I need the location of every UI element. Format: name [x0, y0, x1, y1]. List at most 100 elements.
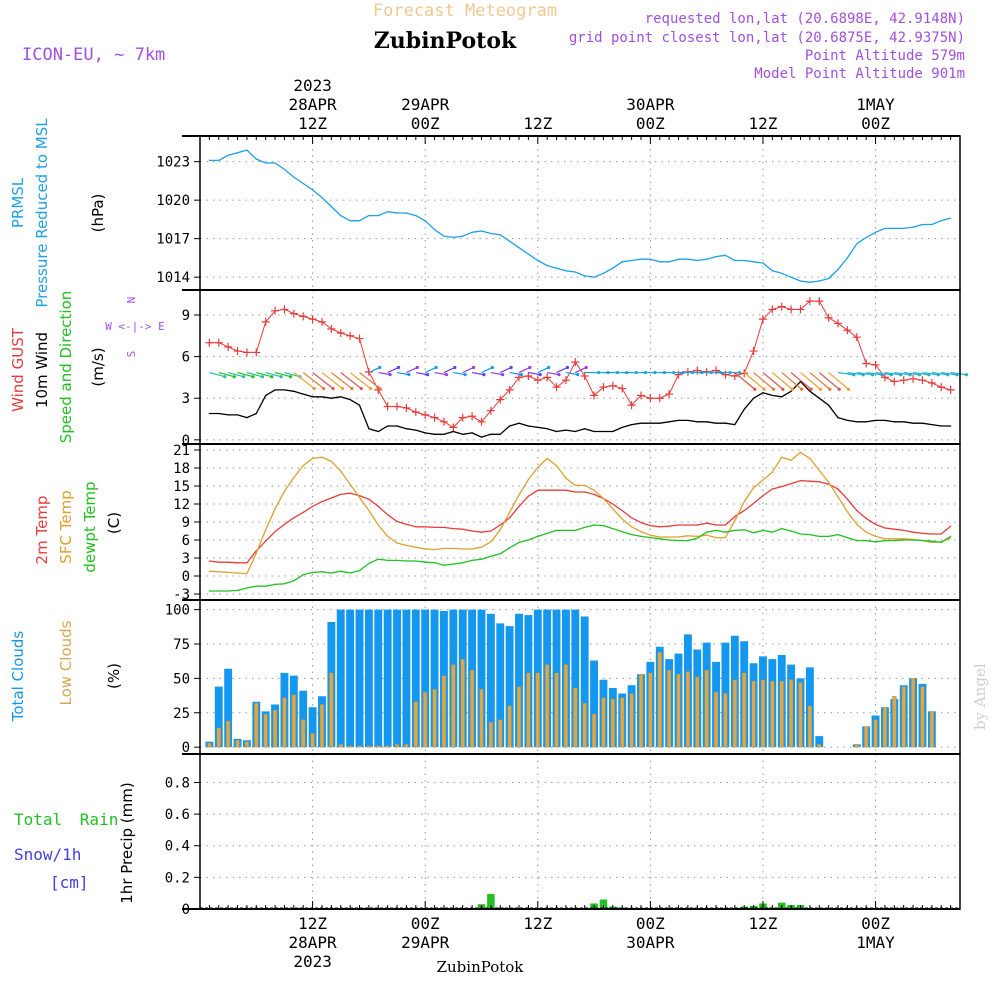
total-cloud-bar: [383, 609, 392, 748]
panel-frame-5: [199, 753, 961, 910]
temp-2m-line-point: [818, 481, 820, 483]
wind-direction-arrow: [256, 371, 272, 378]
gust-marker: [730, 372, 739, 381]
wind-direction-arrow: [453, 371, 466, 376]
dewpoint-line-point: [377, 558, 379, 560]
wind-speed-line-point: [527, 425, 529, 427]
total-cloud-bar: [336, 609, 345, 748]
low-cloud-bar: [385, 745, 390, 748]
wind-speed-line-point: [208, 412, 210, 415]
pressure-line: [209, 149, 951, 283]
low-cloud-bar: [460, 658, 465, 748]
wind-speed-line-point: [218, 412, 220, 415]
wind-arrow-head: [426, 373, 430, 377]
sfc-temp-line-point: [499, 529, 501, 531]
gust-marker: [271, 306, 280, 315]
pressure-line-point: [846, 257, 849, 259]
sfc-temp-line-point: [405, 544, 408, 547]
gust-marker: [590, 391, 599, 400]
wind-arrow-head: [828, 387, 832, 391]
rain-bar: [599, 899, 608, 909]
low-cloud-bar: [451, 664, 456, 748]
low-cloud-bar: [770, 680, 775, 748]
gust-marker: [252, 348, 261, 357]
low-cloud-bar: [920, 686, 925, 748]
wind-speed-line-point: [377, 430, 379, 433]
wind-direction-arrow: [471, 371, 485, 376]
dewpoint-line-point: [518, 541, 520, 544]
total-cloud-bar: [214, 686, 223, 748]
temp-2m-line-point: [293, 517, 295, 519]
low-cloud-bar: [610, 698, 615, 748]
gust-marker: [242, 348, 251, 357]
pressure-line-point: [246, 149, 248, 151]
wind-arrow-head: [242, 375, 246, 379]
dewpoint-line-point: [349, 572, 351, 574]
low-cloud-bar: [901, 686, 906, 748]
sfc-temp-line-point: [555, 465, 558, 467]
gust-marker: [758, 315, 767, 324]
sfc-temp-line-point: [790, 459, 792, 461]
low-cloud-bar: [798, 682, 803, 748]
low-cloud-bar: [554, 672, 559, 748]
total-cloud-bar: [421, 609, 430, 748]
wind-speed-line-point: [668, 421, 670, 423]
wind-speed-line-point: [677, 419, 680, 422]
low-cloud-bar: [873, 719, 878, 748]
low-cloud-bar: [760, 679, 766, 748]
pressure-unit: (hPa): [89, 194, 107, 233]
compass-south: S: [125, 351, 138, 358]
wind-direction-arrow: [941, 371, 958, 376]
gust-marker: [430, 413, 439, 422]
sfc-temp-line-point: [893, 538, 895, 540]
y-tick-label: 3: [182, 551, 190, 567]
low-cloud-bar: [423, 691, 428, 748]
low-cloud-bar: [526, 672, 531, 748]
temp-2m-line-point: [865, 517, 867, 520]
gust-marker: [289, 309, 298, 318]
dewpoint-line-point: [480, 558, 483, 560]
wind-speed-line-point: [724, 422, 727, 424]
low-cloud-bar: [657, 652, 662, 748]
wind-direction-arrow: [809, 372, 831, 390]
dewpoint-line-point: [734, 529, 736, 532]
sfc-temp-line-point: [452, 547, 454, 550]
wind-speed-line-point: [537, 426, 539, 428]
wind-speed-line-point: [856, 421, 858, 423]
temp-2m-line-point: [433, 526, 436, 529]
dewpoint-line-point: [340, 570, 342, 572]
point-altitude: Point Altitude 579m: [805, 48, 965, 64]
low-cloud-bar: [291, 694, 296, 748]
wind-arrow-head: [331, 386, 335, 391]
dewpoint-line-point: [771, 531, 773, 533]
dewpoint-line-point: [443, 564, 445, 566]
wind-speed-line-point: [781, 396, 783, 398]
wind-speed-line-point: [903, 421, 905, 423]
y-tick-label: 18: [173, 461, 190, 477]
pressure-line-point: [311, 189, 314, 191]
gust-marker: [646, 394, 655, 403]
total-cloud-bar: [486, 613, 495, 748]
total-clouds-label: Total Clouds: [9, 631, 27, 723]
gust-marker: [880, 373, 889, 382]
pressure-line-point: [762, 262, 764, 264]
temp-2m-line-point: [799, 480, 802, 482]
sfc-temp-line-point: [715, 537, 717, 539]
low-cloud-bar: [329, 672, 334, 748]
dewpoint-line-point: [790, 530, 792, 532]
wind-arrow-head: [434, 365, 438, 370]
pressure-line-point: [931, 223, 933, 226]
low-cloud-bar: [620, 697, 625, 748]
dewpoint-line-point: [274, 583, 276, 586]
sfc-temp-line-point: [677, 536, 680, 538]
pressure-line-point: [218, 159, 220, 161]
gust-line: [209, 300, 951, 429]
wind-direction-arrow: [837, 371, 854, 376]
top-date-label: 00Z: [861, 114, 890, 133]
wind-speed-line-point: [396, 425, 398, 427]
pressure-line-point: [443, 235, 445, 237]
wind-direction-arrow: [237, 371, 254, 378]
gust-marker: [458, 413, 467, 422]
wind-speed-line-point: [706, 421, 708, 423]
bottom-date-label: 12Z: [749, 914, 778, 933]
